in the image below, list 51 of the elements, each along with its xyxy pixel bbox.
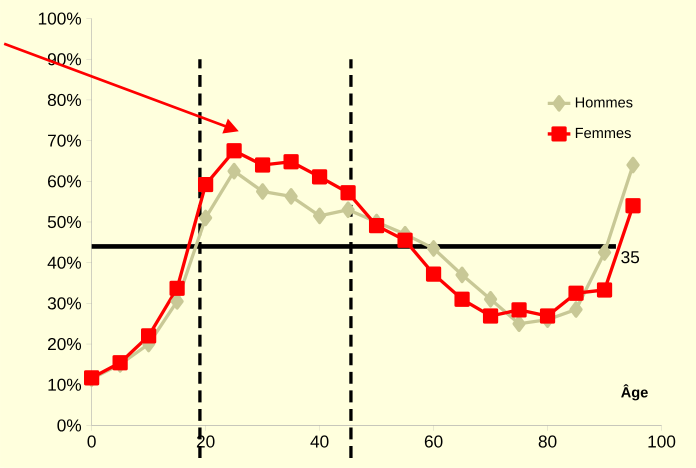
point — [198, 210, 212, 226]
y-tick-label: 50% — [48, 216, 82, 228]
point — [312, 169, 328, 185]
y-tick-label: 20% — [48, 338, 82, 350]
point — [426, 266, 442, 282]
x-axis-title: Âge — [621, 384, 648, 400]
point — [484, 291, 498, 308]
x-tick-label: 40 — [310, 435, 329, 448]
point — [511, 302, 527, 318]
x-tick-label: 60 — [424, 435, 442, 448]
point — [169, 280, 185, 296]
point — [226, 143, 242, 158]
x-tick-label: 100 — [648, 435, 676, 448]
y-tick-label: 60% — [48, 175, 82, 188]
x-tick-label: 80 — [538, 435, 556, 448]
point — [625, 198, 641, 214]
point — [256, 183, 270, 200]
point — [284, 188, 298, 205]
point — [626, 156, 640, 174]
y-tick-label: 70% — [48, 134, 82, 147]
point — [112, 355, 128, 370]
legend-label: Femmes — [576, 128, 631, 138]
point — [540, 308, 556, 324]
point — [283, 154, 299, 170]
point — [312, 208, 326, 224]
point — [140, 328, 156, 344]
point — [455, 266, 469, 284]
x-tick-label: 0 — [88, 435, 96, 448]
point — [254, 157, 270, 173]
point — [227, 162, 241, 180]
point — [568, 286, 584, 301]
y-tick-label: 10% — [48, 378, 82, 391]
point — [596, 282, 612, 298]
y-tick-label: 80% — [48, 94, 82, 106]
point — [512, 316, 526, 332]
point — [454, 292, 470, 308]
point — [397, 232, 413, 248]
point — [340, 185, 356, 200]
annotation: 35 — [621, 251, 640, 264]
y-tick-label: 0% — [57, 419, 82, 432]
point — [368, 218, 384, 234]
y-tick-label: 40% — [48, 256, 82, 269]
point — [598, 244, 612, 261]
y-tick-label: 30% — [48, 297, 82, 310]
point — [341, 202, 355, 218]
point — [198, 177, 214, 192]
point — [426, 240, 440, 257]
legend-label: Hommes — [576, 97, 632, 108]
point — [482, 308, 498, 324]
point — [569, 301, 583, 318]
y-tick-label: 100% — [38, 12, 82, 25]
